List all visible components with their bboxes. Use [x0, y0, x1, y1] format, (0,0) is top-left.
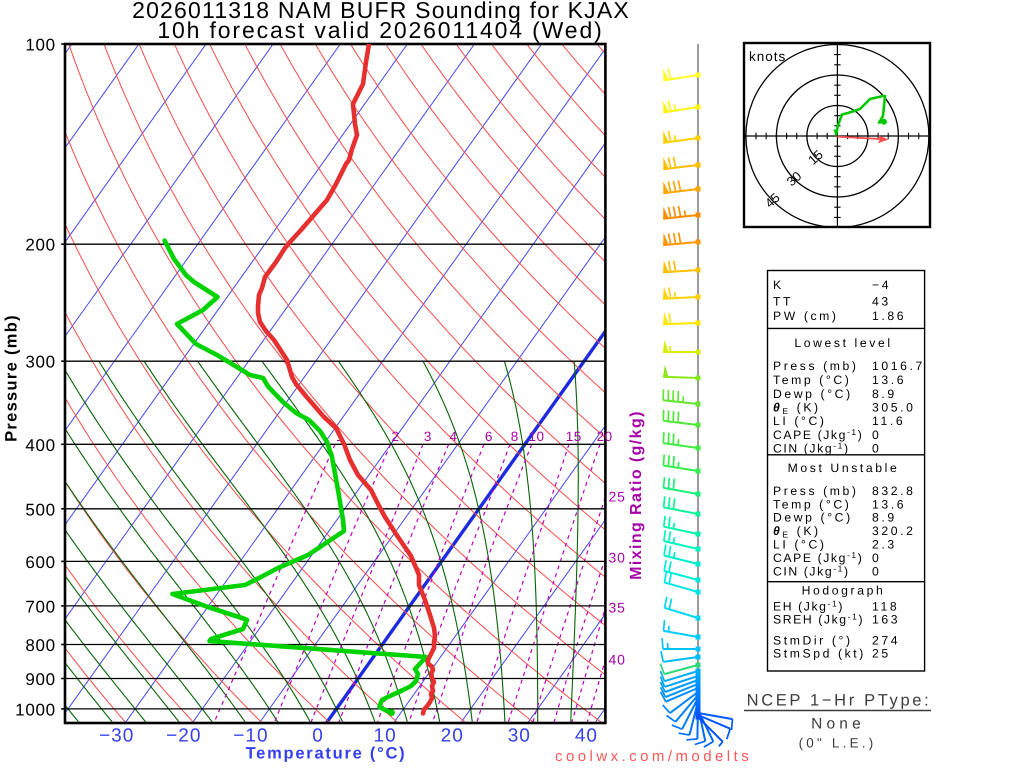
svg-text:−10: −10 [233, 726, 268, 747]
svg-text:K: K [773, 278, 784, 292]
svg-text:10: 10 [528, 429, 544, 444]
svg-text:−20: −20 [166, 726, 201, 747]
svg-text:20: 20 [441, 726, 464, 747]
svg-text:Temp (°C): Temp (°C) [773, 498, 851, 512]
svg-text:13.6: 13.6 [872, 498, 906, 512]
svg-text:StmSpd (kt): StmSpd (kt) [773, 647, 866, 661]
svg-text:0: 0 [872, 551, 881, 565]
svg-text:25: 25 [609, 489, 626, 505]
svg-text:Dewp (°C): Dewp (°C) [773, 387, 853, 401]
svg-text:25: 25 [872, 647, 891, 661]
svg-text:832.8: 832.8 [872, 484, 916, 498]
svg-text:−4: −4 [872, 278, 891, 292]
svg-text:300: 300 [25, 353, 55, 372]
svg-text:163: 163 [872, 613, 900, 627]
svg-text:30: 30 [609, 549, 626, 565]
svg-text:Hodograph: Hodograph [802, 584, 886, 598]
svg-text:15: 15 [566, 429, 582, 444]
svg-text:30: 30 [508, 726, 531, 747]
svg-text:LI (°C): LI (°C) [773, 538, 827, 552]
svg-text:11.6: 11.6 [872, 414, 905, 428]
svg-text:LI (°C): LI (°C) [773, 414, 827, 428]
svg-text:(0" L.E.): (0" L.E.) [799, 736, 877, 751]
svg-text:2.3: 2.3 [872, 538, 897, 552]
svg-text:40: 40 [609, 651, 626, 667]
svg-text:700: 700 [25, 597, 55, 616]
svg-text:1016.7: 1016.7 [872, 359, 925, 373]
svg-text:0: 0 [872, 442, 881, 456]
svg-text:8.9: 8.9 [872, 511, 897, 525]
svg-text:118: 118 [872, 600, 899, 614]
svg-text:4: 4 [449, 429, 457, 444]
svg-text:0: 0 [872, 428, 881, 442]
svg-text:20: 20 [597, 429, 613, 444]
svg-text:305.0: 305.0 [872, 401, 916, 415]
svg-text:Press (mb): Press (mb) [773, 484, 859, 498]
svg-text:Temp (°C): Temp (°C) [773, 373, 851, 387]
svg-text:Pressure (mb): Pressure (mb) [3, 314, 21, 442]
svg-text:1000: 1000 [15, 700, 56, 719]
svg-text:3: 3 [424, 429, 432, 444]
svg-text:0: 0 [872, 565, 881, 579]
svg-text:43: 43 [872, 295, 891, 309]
svg-text:−30: −30 [99, 726, 134, 747]
svg-text:200: 200 [25, 236, 55, 255]
svg-text:0: 0 [312, 726, 324, 747]
svg-text:Lowest level: Lowest level [794, 336, 892, 350]
svg-text:320.2: 320.2 [872, 524, 916, 538]
svg-text:10h forecast valid 2026011404: 10h forecast valid 2026011404 (Wed) [157, 17, 603, 43]
svg-text:500: 500 [25, 500, 55, 519]
svg-text:600: 600 [25, 553, 55, 572]
svg-text:Temperature (°C): Temperature (°C) [246, 745, 407, 763]
svg-text:40: 40 [575, 726, 598, 747]
svg-text:coolwx.com/modelts: coolwx.com/modelts [555, 748, 752, 765]
svg-text:400: 400 [25, 436, 55, 455]
svg-text:1.86: 1.86 [872, 309, 906, 323]
svg-text:274: 274 [872, 634, 900, 648]
svg-text:Dewp (°C): Dewp (°C) [773, 511, 853, 525]
svg-text:PW (cm): PW (cm) [773, 309, 839, 323]
svg-text:knots: knots [749, 49, 786, 64]
svg-text:None: None [811, 716, 865, 733]
svg-text:800: 800 [25, 636, 55, 655]
svg-text:8: 8 [511, 429, 519, 444]
svg-text:35: 35 [609, 600, 626, 616]
svg-text:Most Unstable: Most Unstable [788, 461, 900, 475]
svg-text:13.6: 13.6 [872, 373, 906, 387]
svg-text:8.9: 8.9 [872, 387, 897, 401]
svg-text:900: 900 [25, 670, 55, 689]
svg-text:Mixing Ratio (g/kg): Mixing Ratio (g/kg) [628, 410, 645, 580]
svg-text:NCEP 1−Hr PType:: NCEP 1−Hr PType: [747, 692, 932, 710]
svg-text:StmDir (°): StmDir (°) [773, 634, 853, 648]
svg-text:Press (mb): Press (mb) [773, 359, 859, 373]
svg-text:100: 100 [25, 36, 55, 55]
svg-text:TT: TT [773, 295, 793, 309]
svg-text:10: 10 [374, 726, 397, 747]
svg-text:2: 2 [391, 429, 399, 444]
svg-text:6: 6 [485, 429, 493, 444]
